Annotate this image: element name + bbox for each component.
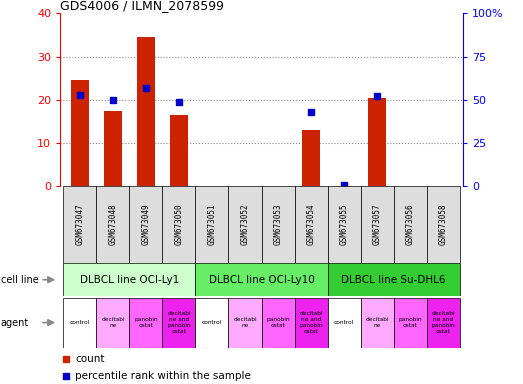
Text: DLBCL line Su-DHL6: DLBCL line Su-DHL6 (342, 275, 446, 285)
FancyBboxPatch shape (130, 298, 163, 348)
FancyBboxPatch shape (229, 298, 262, 348)
FancyBboxPatch shape (427, 186, 460, 263)
Text: GSM673054: GSM673054 (306, 204, 315, 245)
FancyBboxPatch shape (327, 186, 360, 263)
Text: agent: agent (1, 318, 29, 328)
FancyBboxPatch shape (196, 298, 229, 348)
FancyBboxPatch shape (96, 298, 130, 348)
Text: GSM673049: GSM673049 (141, 204, 151, 245)
Text: decitabi
ne: decitabi ne (365, 317, 389, 328)
Text: panobin
ostat: panobin ostat (134, 317, 158, 328)
Text: percentile rank within the sample: percentile rank within the sample (75, 371, 252, 381)
FancyBboxPatch shape (360, 298, 393, 348)
Text: DLBCL line OCI-Ly1: DLBCL line OCI-Ly1 (80, 275, 179, 285)
Text: control: control (334, 320, 354, 325)
Text: GDS4006 / ILMN_2078599: GDS4006 / ILMN_2078599 (60, 0, 224, 12)
FancyBboxPatch shape (262, 298, 294, 348)
Text: GSM673050: GSM673050 (175, 204, 184, 245)
Text: panobin
ostat: panobin ostat (398, 317, 422, 328)
FancyBboxPatch shape (63, 298, 96, 348)
FancyBboxPatch shape (130, 186, 163, 263)
FancyBboxPatch shape (427, 298, 460, 348)
FancyBboxPatch shape (229, 186, 262, 263)
Bar (71, 80, 89, 186)
Text: count: count (75, 354, 105, 364)
Text: decitabi
ne and
panobin
ostat: decitabi ne and panobin ostat (431, 311, 455, 334)
Bar (137, 37, 155, 186)
Text: decitabi
ne and
panobin
ostat: decitabi ne and panobin ostat (167, 311, 191, 334)
Text: GSM673053: GSM673053 (274, 204, 282, 245)
Text: panobin
ostat: panobin ostat (266, 317, 290, 328)
FancyBboxPatch shape (393, 298, 427, 348)
FancyBboxPatch shape (262, 186, 294, 263)
Text: GSM673058: GSM673058 (439, 204, 448, 245)
Text: DLBCL line OCI-Ly10: DLBCL line OCI-Ly10 (209, 275, 314, 285)
Text: GSM673056: GSM673056 (405, 204, 415, 245)
Text: GSM673047: GSM673047 (75, 204, 84, 245)
Bar (170, 115, 188, 186)
Text: decitabi
ne: decitabi ne (101, 317, 125, 328)
Bar (302, 130, 320, 186)
Bar (104, 111, 122, 186)
Text: GSM673057: GSM673057 (372, 204, 382, 245)
FancyBboxPatch shape (63, 186, 96, 263)
Text: GSM673055: GSM673055 (339, 204, 348, 245)
FancyBboxPatch shape (327, 298, 360, 348)
Text: GSM673051: GSM673051 (208, 204, 217, 245)
FancyBboxPatch shape (360, 186, 393, 263)
Bar (368, 98, 386, 186)
FancyBboxPatch shape (96, 186, 130, 263)
Text: decitabi
ne and
panobin
ostat: decitabi ne and panobin ostat (299, 311, 323, 334)
Text: cell line: cell line (1, 275, 38, 285)
Text: control: control (202, 320, 222, 325)
FancyBboxPatch shape (327, 263, 460, 296)
FancyBboxPatch shape (393, 186, 427, 263)
FancyBboxPatch shape (63, 263, 196, 296)
Text: control: control (70, 320, 90, 325)
FancyBboxPatch shape (163, 298, 196, 348)
Text: GSM673048: GSM673048 (108, 204, 118, 245)
Text: GSM673052: GSM673052 (241, 204, 249, 245)
Text: decitabi
ne: decitabi ne (233, 317, 257, 328)
FancyBboxPatch shape (163, 186, 196, 263)
FancyBboxPatch shape (196, 263, 327, 296)
FancyBboxPatch shape (294, 298, 327, 348)
FancyBboxPatch shape (196, 186, 229, 263)
FancyBboxPatch shape (294, 186, 327, 263)
